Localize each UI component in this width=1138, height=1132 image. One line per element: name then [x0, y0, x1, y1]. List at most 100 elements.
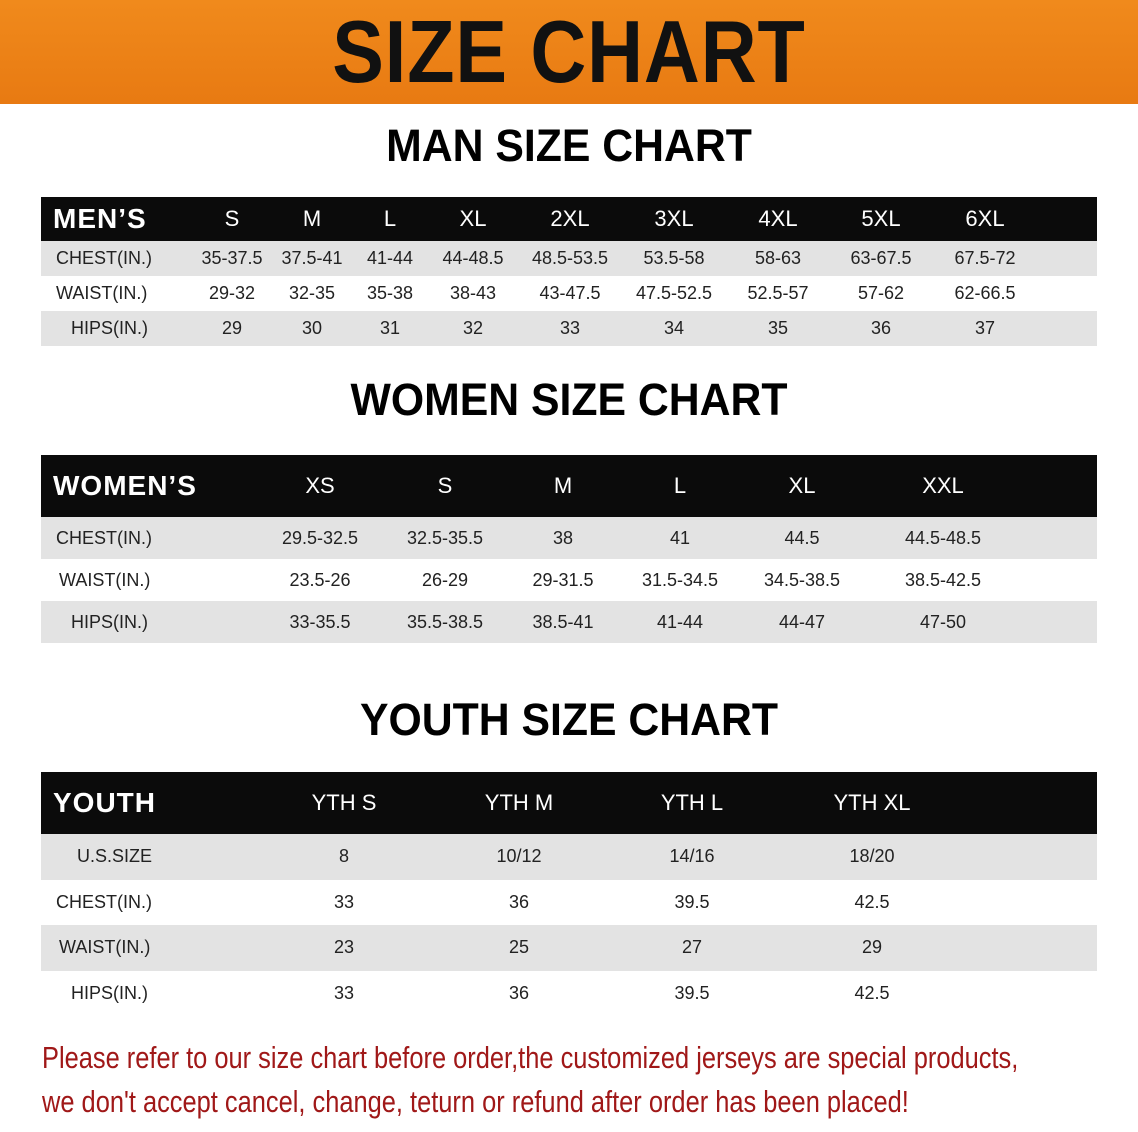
size-column-header: L: [673, 473, 687, 498]
table-cell: 67.5-72: [954, 248, 1016, 268]
table-cell: 33: [333, 891, 355, 912]
row-label: WAIST(IN.): [59, 937, 151, 958]
table-cell: 35: [767, 318, 789, 338]
table-cell: 29-31.5: [532, 569, 594, 590]
table-cell: 63-67.5: [850, 248, 912, 268]
table-row: HIPS(IN.) 33 36 39.5 42.5: [41, 970, 1097, 1016]
size-column-header: YTH M: [484, 790, 554, 815]
size-column-header: XS: [305, 473, 335, 498]
row-label: U.S.SIZE: [77, 846, 153, 867]
header-banner: SIZE CHART: [0, 0, 1138, 104]
notice-line-2: we don't accept cancel, change, teturn o…: [42, 1084, 909, 1119]
table-cell: 32: [462, 318, 484, 338]
row-label: CHEST(IN.): [56, 891, 152, 912]
table-cell: 29: [861, 937, 883, 958]
size-column-header: M: [302, 206, 322, 231]
size-column-header: 3XL: [654, 206, 694, 231]
table-cell: 25: [508, 937, 530, 958]
table-row: WAIST(IN.) 23 25 27 29: [41, 925, 1097, 971]
table-cell: 41-44: [656, 611, 704, 632]
table-cell: 33: [559, 318, 581, 338]
table-cell: 31: [379, 318, 401, 338]
size-column-header: 6XL: [965, 206, 1005, 231]
men-section-title: MAN SIZE CHART: [386, 120, 752, 171]
size-column-header: 4XL: [758, 206, 798, 231]
table-cell: 42.5: [854, 891, 890, 912]
table-cell: 32.5-35.5: [406, 527, 484, 548]
table-cell: 36: [870, 318, 892, 338]
size-column-header: 2XL: [550, 206, 590, 231]
size-column-header: 5XL: [861, 206, 901, 231]
table-cell: 26-29: [421, 569, 469, 590]
size-column-header: S: [224, 206, 240, 231]
table-header-row: YOUTH YTH S YTH M YTH L YTH XL: [41, 772, 1097, 834]
table-cell: 47-50: [919, 611, 967, 632]
table-header-label: YOUTH: [53, 787, 156, 818]
size-column-header: XXL: [922, 473, 964, 498]
table-cell: 44.5: [784, 527, 820, 548]
table-cell: 38.5-41: [532, 611, 594, 632]
table-cell: 38-43: [449, 283, 497, 303]
table-header-row: WOMEN’S XS S M L XL XXL: [41, 455, 1097, 517]
table-cell: 29-32: [208, 283, 256, 303]
table-header-label: WOMEN’S: [53, 470, 197, 501]
table-cell: 35-37.5: [201, 248, 263, 268]
size-column-header: M: [553, 473, 573, 498]
table-cell: 52.5-57: [747, 283, 809, 303]
size-column-header: S: [437, 473, 453, 498]
size-column-header: L: [383, 206, 397, 231]
table-row: WAIST(IN.) 23.5-26 26-29 29-31.5 31.5-34.5 34…: [41, 559, 1097, 601]
table-cell: 38: [552, 527, 574, 548]
table-cell: 43-47.5: [539, 283, 601, 303]
table-cell: 14/16: [669, 846, 715, 867]
table-header-label: MEN’S: [53, 203, 147, 234]
table-cell: 39.5: [674, 891, 710, 912]
row-label: HIPS(IN.): [71, 982, 149, 1003]
row-label: HIPS(IN.): [71, 611, 149, 632]
table-cell: 23.5-26: [289, 569, 351, 590]
table-cell: 57-62: [857, 283, 905, 303]
notice-line-1: Please refer to our size chart before or…: [42, 1040, 1019, 1075]
table-cell: 36: [508, 891, 530, 912]
table-cell: 34.5-38.5: [763, 569, 841, 590]
table-cell: 53.5-58: [643, 248, 705, 268]
table-row: WAIST(IN.) 29-32 32-35 35-38 38-43 43-47.5 47.…: [41, 276, 1097, 311]
size-column-header: XL: [459, 206, 487, 231]
table-cell: 42.5: [854, 982, 890, 1003]
table-cell: 8: [338, 846, 350, 867]
table-cell: 44-48.5: [442, 248, 504, 268]
table-cell: 62-66.5: [954, 283, 1016, 303]
table-cell: 38.5-42.5: [904, 569, 982, 590]
table-row: CHEST(IN.) 35-37.5 37.5-41 41-44 44-48.5 48.5…: [41, 241, 1097, 276]
table-cell: 48.5-53.5: [531, 248, 609, 268]
table-cell: 18/20: [849, 846, 895, 867]
table-row: U.S.SIZE 8 10/12 14/16 18/20: [41, 834, 1097, 880]
row-label: CHEST(IN.): [56, 248, 152, 268]
row-label: WAIST(IN.): [59, 569, 151, 590]
table-cell: 41: [669, 527, 691, 548]
table-row: CHEST(IN.) 29.5-32.5 32.5-35.5 38 41 44.5 44.5…: [41, 517, 1097, 559]
row-label: WAIST(IN.): [56, 283, 148, 303]
table-cell: 10/12: [496, 846, 542, 867]
row-label: CHEST(IN.): [56, 527, 152, 548]
banner-title: SIZE CHART: [332, 2, 806, 101]
table-cell: 29.5-32.5: [281, 527, 359, 548]
table-cell: 35.5-38.5: [406, 611, 484, 632]
table-cell: 37: [974, 318, 996, 338]
table-row: HIPS(IN.) 29 30 31 32 33 34 35 36 37: [41, 311, 1097, 346]
size-column-header: YTH XL: [833, 790, 911, 815]
table-cell: 30: [301, 318, 323, 338]
table-cell: 23: [333, 937, 355, 958]
table-cell: 27: [681, 937, 703, 958]
women-section-title: WOMEN SIZE CHART: [350, 374, 788, 425]
row-label: HIPS(IN.): [71, 318, 149, 338]
youth-section-title: YOUTH SIZE CHART: [359, 694, 778, 745]
table-cell: 33-35.5: [289, 611, 351, 632]
table-cell: 37.5-41: [281, 248, 343, 268]
table-cell: 35-38: [366, 283, 414, 303]
table-row: CHEST(IN.) 33 36 39.5 42.5: [41, 879, 1097, 925]
table-cell: 41-44: [366, 248, 414, 268]
table-cell: 31.5-34.5: [641, 569, 719, 590]
table-cell: 58-63: [754, 248, 802, 268]
size-column-header: YTH L: [660, 790, 724, 815]
